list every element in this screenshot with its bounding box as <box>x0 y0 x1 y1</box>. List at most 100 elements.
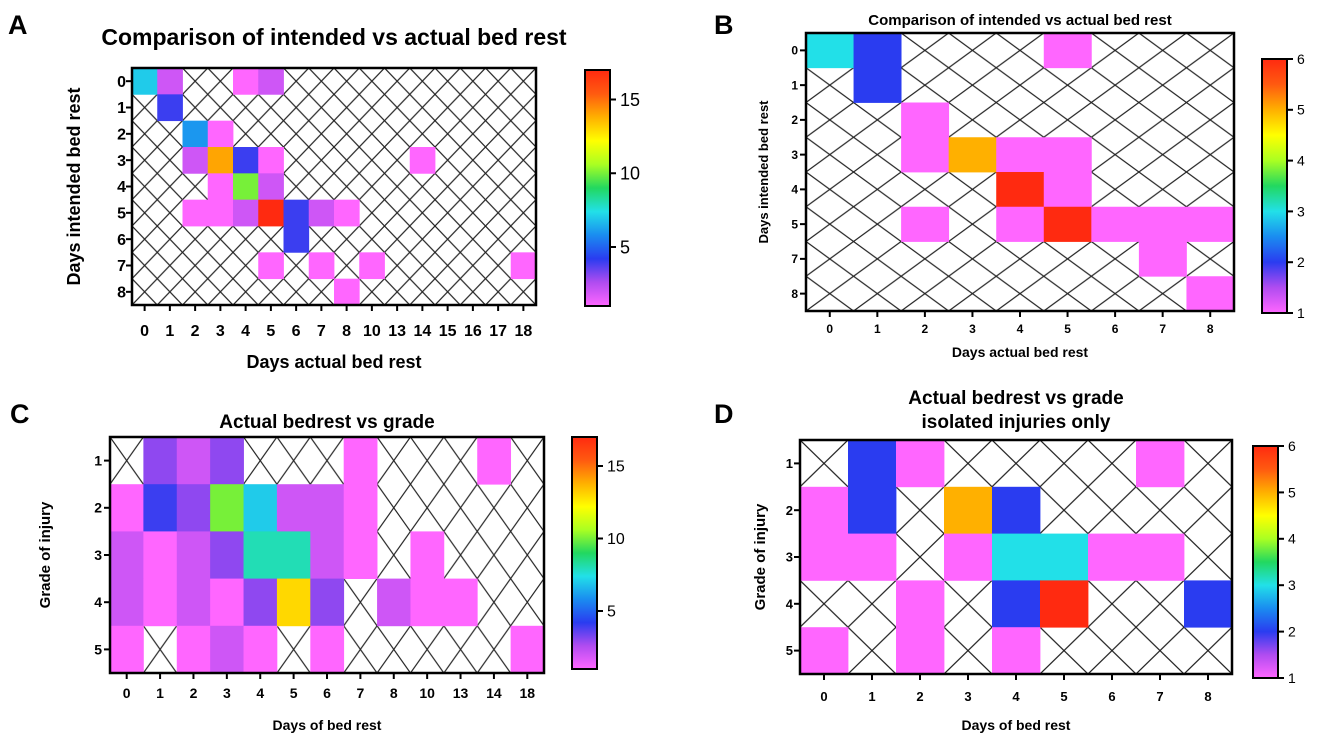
heatmap-cell: 7, 7: 1 <box>308 252 335 280</box>
x-tick-label: 0 <box>826 322 833 336</box>
y-tick-label: 1 <box>94 453 102 469</box>
x-tick-label: 16 <box>464 323 482 340</box>
colorbar <box>571 436 598 670</box>
heatmap-cell: 8, 8: 1 <box>334 278 360 306</box>
heatmap-cell: 2, 3: 10 <box>210 484 244 532</box>
heatmap-cell: 4, 4: 10 <box>233 173 259 201</box>
colorbar-tick-label: 10 <box>607 531 625 548</box>
x-tick-label: 14 <box>413 323 431 340</box>
y-tick-label: 7 <box>791 252 798 266</box>
x-tick-label: 3 <box>964 689 971 704</box>
heatmap-cell: 3, 5: 1 <box>1043 137 1092 173</box>
heatmap-cell: 2, 3: 5 <box>944 486 993 534</box>
y-tick-label: 7 <box>117 258 126 275</box>
heatmap-cell: 4, 3: 1 <box>210 578 244 627</box>
x-tick-label: 2 <box>190 685 198 701</box>
chart-title: isolated injuries only <box>922 412 1111 433</box>
colorbar-tick-label: 5 <box>607 604 616 621</box>
x-tick-label: 6 <box>323 685 331 701</box>
heatmap-cell: 4, 4: 3 <box>243 578 278 627</box>
heatmap-cell: 1, 1: 3 <box>143 437 178 485</box>
heatmap-cell: 3, 3: 3 <box>210 531 244 579</box>
colorbar-tick-label: 15 <box>607 459 625 476</box>
heatmap-cell: 3, 0: 2 <box>110 531 144 579</box>
heatmap-cell: 3, 6: 2 <box>310 531 345 579</box>
colorbar-tick-label: 5 <box>1297 102 1305 118</box>
y-tick-label: 0 <box>791 44 798 58</box>
heatmap-cell: 5, 2: 1 <box>182 199 209 227</box>
x-tick-label: 17 <box>489 323 507 340</box>
heatmap-cell: 2, 4: 2 <box>992 486 1041 534</box>
x-tick-label: 7 <box>356 685 364 701</box>
y-axis-label: Grade of injury <box>752 503 769 610</box>
y-tick-label: 8 <box>791 287 798 301</box>
heatmap-cell: 1, 2: 2 <box>176 437 211 485</box>
heatmap-cell: 5, 6: 1 <box>310 625 345 674</box>
heatmap-cell: 5, 3: 2 <box>210 625 244 674</box>
chart-title: Actual bedrest vs grade <box>219 412 434 433</box>
y-tick-label: 5 <box>786 643 793 658</box>
heatmap-cell: 3, 0: 1 <box>800 533 849 581</box>
heatmap-cell: 3, 3: 5 <box>948 137 997 173</box>
panel-a-heatmap: Comparison of intended vs actual bed res… <box>64 24 640 372</box>
x-tick-label: 8 <box>1204 689 1211 704</box>
panel-letter-c: C <box>10 399 30 429</box>
heatmap-cell: 5, 8: 1 <box>334 199 360 227</box>
x-axis-label: Days of bed rest <box>962 717 1071 733</box>
heatmap-cell: 4, 2: 1 <box>896 580 945 628</box>
heatmap-cell: 0, 0: 7 <box>132 68 158 95</box>
y-axis-label: Grade of injury <box>37 501 54 608</box>
heatmap-cell: 6, 6: 4 <box>283 226 310 253</box>
x-tick-label: 4 <box>1017 322 1024 336</box>
heatmap-cell: 7, 7: 1 <box>1138 241 1187 277</box>
heatmap-cell: 0, 0: 3 <box>806 33 854 69</box>
panel-c-heatmap: Actual bedrest vs grade1, 1: 31, 2: 21, … <box>37 412 625 733</box>
heatmap-cell: 3, 3: 1 <box>944 533 993 581</box>
y-tick-label: 3 <box>786 550 793 565</box>
panel-letter-a: A <box>8 10 28 40</box>
y-tick-label: 5 <box>791 217 798 231</box>
heatmap-cell: 5, 0: 1 <box>110 625 144 674</box>
x-tick-label: 8 <box>1207 322 1214 336</box>
chart-title: Comparison of intended vs actual bed res… <box>101 24 567 50</box>
heatmap-cell: 5, 7: 2 <box>308 199 335 227</box>
heatmap-cell: 7, 18: 1 <box>510 252 537 280</box>
y-tick-label: 1 <box>117 100 126 117</box>
x-tick-label: 8 <box>390 685 398 701</box>
colorbar <box>584 69 611 307</box>
x-tick-label: 2 <box>922 322 929 336</box>
y-tick-label: 4 <box>786 596 794 611</box>
heatmap-cell: 0, 5: 1 <box>1043 33 1092 69</box>
x-tick-label: 5 <box>1060 689 1067 704</box>
heatmap-cell: 0, 4: 1 <box>233 68 259 95</box>
y-tick-label: 3 <box>117 153 126 170</box>
heatmap-cell: 4, 5: 2 <box>258 173 284 201</box>
heatmap-cell: 1, 3: 3 <box>210 437 244 485</box>
y-tick-label: 8 <box>117 284 126 301</box>
heatmap-cell: 3, 10: 1 <box>410 531 445 579</box>
heatmap-cell: 5, 6: 1 <box>1091 206 1140 242</box>
heatmap-cell: 4, 6: 3 <box>310 578 345 627</box>
x-tick-label: 4 <box>1012 689 1020 704</box>
heatmap-cell: 3, 5: 1 <box>258 147 284 174</box>
y-tick-label: 3 <box>791 148 798 162</box>
heatmap-cell: 1, 1: 2 <box>853 67 902 103</box>
heatmap-cell: 5, 5: 17 <box>258 199 284 227</box>
heatmap-cell: 5, 3: 1 <box>207 199 234 227</box>
heatmap-cell: 5, 5: 6 <box>1043 206 1092 242</box>
heatmap-cell: 1, 1: 4 <box>157 94 183 122</box>
panel-b-heatmap: Comparison of intended vs actual bed res… <box>756 12 1305 360</box>
y-tick-label: 5 <box>94 641 102 657</box>
heatmap-cell: 3, 6: 1 <box>1088 533 1137 581</box>
heatmap-cell: 2, 4: 7 <box>243 484 278 532</box>
y-tick-label: 2 <box>94 500 102 516</box>
x-tick-label: 13 <box>388 323 406 340</box>
colorbar-tick-label: 2 <box>1297 254 1305 270</box>
x-tick-label: 0 <box>123 685 131 701</box>
x-tick-label: 18 <box>514 323 532 340</box>
heatmap-cell: 1, 7: 1 <box>343 437 378 485</box>
panel-d-heatmap: Actual bedrest vs grade isolated injuries… <box>752 388 1296 733</box>
colorbar <box>1252 445 1279 679</box>
heatmap-cell: 4, 5: 13 <box>276 578 311 627</box>
x-tick-label: 6 <box>1108 689 1115 704</box>
